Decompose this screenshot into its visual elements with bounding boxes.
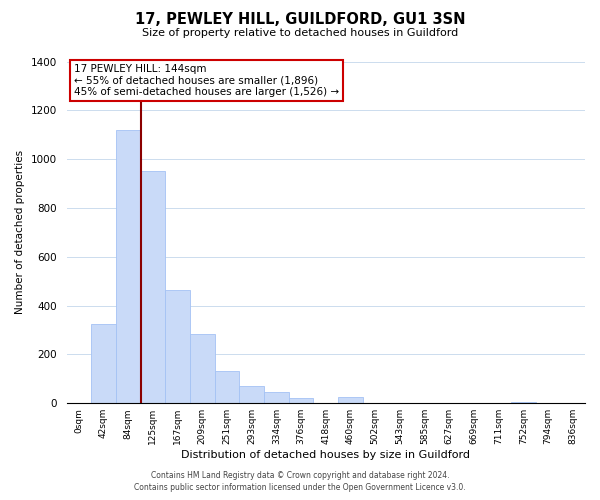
Text: 17 PEWLEY HILL: 144sqm
← 55% of detached houses are smaller (1,896)
45% of semi-: 17 PEWLEY HILL: 144sqm ← 55% of detached… bbox=[74, 64, 339, 97]
Bar bbox=[239, 386, 264, 403]
Text: 17, PEWLEY HILL, GUILDFORD, GU1 3SN: 17, PEWLEY HILL, GUILDFORD, GU1 3SN bbox=[135, 12, 465, 28]
Bar bbox=[338, 397, 363, 403]
Text: Size of property relative to detached houses in Guildford: Size of property relative to detached ho… bbox=[142, 28, 458, 38]
Bar bbox=[289, 398, 313, 403]
Bar bbox=[511, 402, 536, 403]
Bar bbox=[91, 324, 116, 403]
Bar bbox=[165, 290, 190, 403]
Bar bbox=[215, 372, 239, 403]
Bar bbox=[264, 392, 289, 403]
Bar bbox=[190, 334, 215, 403]
Bar bbox=[116, 130, 140, 403]
Y-axis label: Number of detached properties: Number of detached properties bbox=[15, 150, 25, 314]
Bar bbox=[140, 172, 165, 403]
Text: Contains HM Land Registry data © Crown copyright and database right 2024.
Contai: Contains HM Land Registry data © Crown c… bbox=[134, 471, 466, 492]
X-axis label: Distribution of detached houses by size in Guildford: Distribution of detached houses by size … bbox=[181, 450, 470, 460]
